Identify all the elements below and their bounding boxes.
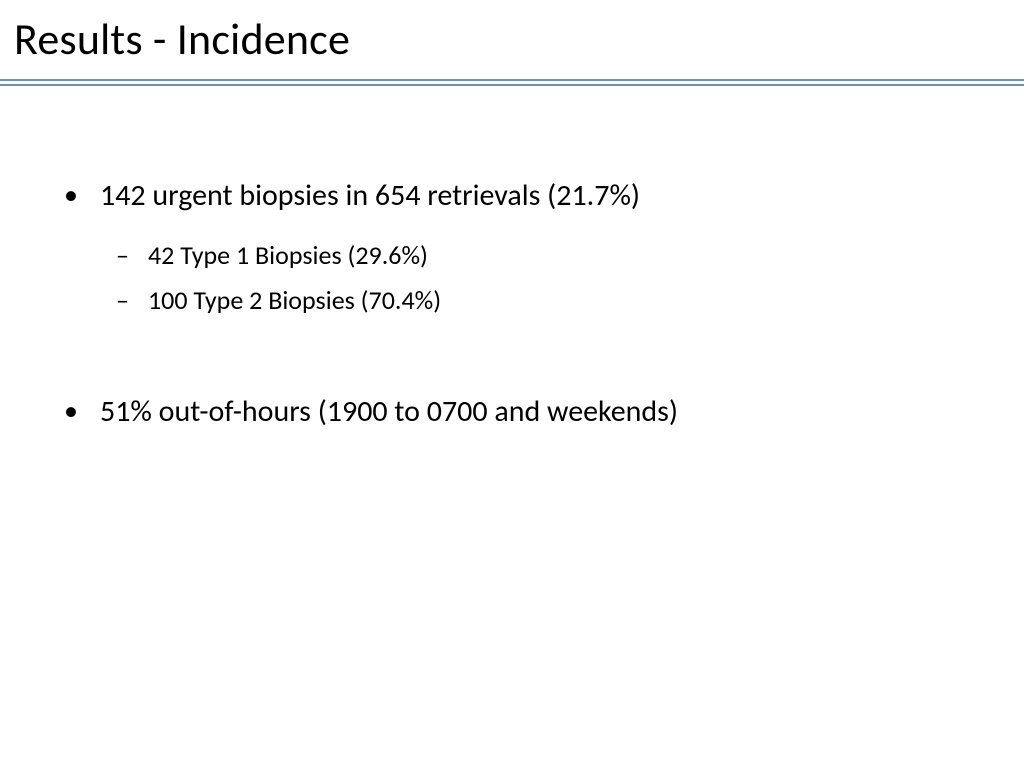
sub-bullet-list: 42 Type 1 Biopsies (29.6%) 100 Type 2 Bi… (100, 238, 964, 318)
list-item: 142 urgent biopsies in 654 retrievals (2… (100, 176, 964, 369)
slide-title: Results - Incidence (14, 14, 1010, 79)
bullet-text: 51% out-of-hours (1900 to 0700 and weeke… (100, 393, 678, 430)
bullet-text: 142 urgent biopsies in 654 retrievals (2… (100, 177, 640, 214)
title-divider (0, 79, 1024, 86)
list-item: 51% out-of-hours (1900 to 0700 and weeke… (100, 392, 964, 433)
spacer (100, 328, 964, 368)
list-item: 100 Type 2 Biopsies (70.4%) (148, 283, 964, 318)
bullet-text: 42 Type 1 Biopsies (29.6%) (148, 239, 428, 271)
slide: Results - Incidence 142 urgent biopsies … (0, 0, 1024, 768)
bullet-text: 100 Type 2 Biopsies (70.4%) (148, 284, 441, 316)
bullet-list: 142 urgent biopsies in 654 retrievals (2… (60, 176, 964, 433)
content-area: 142 urgent biopsies in 654 retrievals (2… (0, 86, 1024, 433)
title-area: Results - Incidence (0, 0, 1024, 79)
list-item: 42 Type 1 Biopsies (29.6%) (148, 238, 964, 273)
